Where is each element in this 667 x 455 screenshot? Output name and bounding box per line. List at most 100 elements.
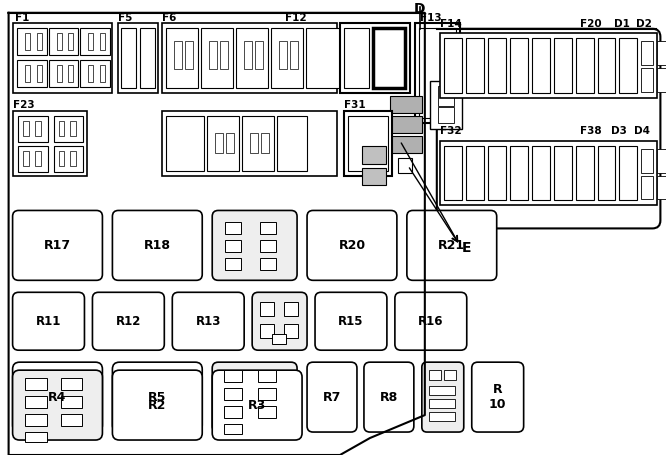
FancyBboxPatch shape [307, 211, 397, 280]
Text: D2: D2 [636, 19, 652, 29]
Bar [89, 65, 93, 82]
Bar [185, 41, 193, 69]
Bar [419, 28, 456, 118]
Bar [242, 116, 274, 171]
Bar [207, 116, 239, 171]
Text: D4: D4 [634, 126, 650, 136]
Bar [59, 151, 65, 166]
Bar [362, 167, 386, 186]
Bar [215, 132, 223, 152]
Bar [429, 399, 455, 408]
FancyBboxPatch shape [13, 362, 103, 432]
FancyBboxPatch shape [212, 370, 302, 440]
FancyBboxPatch shape [113, 362, 202, 432]
Text: D: D [414, 2, 426, 16]
Text: R4: R4 [48, 390, 67, 404]
Bar [255, 41, 263, 69]
FancyBboxPatch shape [407, 211, 497, 280]
Bar [438, 106, 454, 122]
Text: R11: R11 [36, 315, 61, 328]
Bar [390, 136, 422, 152]
Bar [532, 146, 550, 201]
Bar [25, 432, 47, 442]
Bar [260, 324, 274, 338]
Bar [81, 28, 111, 55]
FancyBboxPatch shape [113, 370, 202, 440]
Text: F13: F13 [420, 13, 442, 23]
Bar [201, 28, 233, 88]
Bar [25, 414, 47, 426]
Bar [598, 38, 616, 93]
Bar [71, 151, 77, 166]
Bar [69, 33, 73, 50]
Bar [466, 146, 484, 201]
Bar [260, 240, 276, 253]
FancyBboxPatch shape [212, 362, 297, 432]
Bar [430, 81, 462, 129]
Bar [25, 65, 29, 82]
Bar [61, 396, 83, 408]
Text: F5: F5 [119, 13, 133, 23]
Bar [362, 146, 386, 163]
Bar [642, 149, 654, 172]
Bar [279, 41, 287, 69]
Bar [23, 151, 29, 166]
Bar [576, 38, 594, 93]
Text: R5: R5 [148, 390, 167, 404]
FancyBboxPatch shape [437, 29, 660, 228]
Bar [244, 41, 252, 69]
Bar [53, 116, 83, 142]
Bar [25, 33, 29, 50]
Bar [598, 146, 616, 201]
Text: F32: F32 [440, 126, 462, 136]
Bar [344, 111, 392, 176]
FancyBboxPatch shape [395, 292, 467, 350]
Bar [260, 222, 276, 234]
Bar [642, 41, 654, 65]
Bar [438, 86, 454, 106]
Bar [261, 132, 269, 152]
FancyBboxPatch shape [307, 362, 357, 432]
Bar [429, 370, 441, 380]
Bar [532, 38, 550, 93]
Text: E: E [462, 242, 472, 255]
FancyBboxPatch shape [13, 292, 85, 350]
Bar [53, 146, 83, 172]
Bar [25, 396, 47, 408]
FancyBboxPatch shape [113, 211, 202, 280]
FancyBboxPatch shape [315, 292, 387, 350]
Bar [284, 302, 298, 316]
Bar [658, 41, 667, 65]
Bar [306, 28, 341, 88]
Bar [17, 28, 47, 55]
Bar [554, 38, 572, 93]
Bar [620, 38, 638, 93]
Text: F14: F14 [440, 19, 462, 29]
Bar [510, 38, 528, 93]
Bar [59, 121, 65, 136]
Text: R13: R13 [195, 315, 221, 328]
Text: D1: D1 [614, 19, 630, 29]
Bar [35, 121, 41, 136]
Bar [225, 222, 241, 234]
Bar [49, 28, 79, 55]
Bar [284, 324, 298, 338]
Bar [258, 370, 276, 382]
Bar [57, 33, 61, 50]
Text: R17: R17 [44, 239, 71, 252]
Bar [174, 41, 182, 69]
Bar [271, 28, 303, 88]
Bar [224, 406, 242, 418]
FancyBboxPatch shape [472, 362, 524, 432]
FancyBboxPatch shape [422, 362, 464, 432]
Bar [658, 176, 667, 199]
Text: F23: F23 [13, 100, 34, 110]
Bar [466, 38, 484, 93]
Bar [258, 388, 276, 400]
Bar [13, 23, 113, 93]
Text: R
10: R 10 [489, 383, 506, 411]
Bar [620, 146, 638, 201]
Bar [225, 240, 241, 253]
Bar [162, 111, 337, 176]
Polygon shape [9, 13, 425, 455]
